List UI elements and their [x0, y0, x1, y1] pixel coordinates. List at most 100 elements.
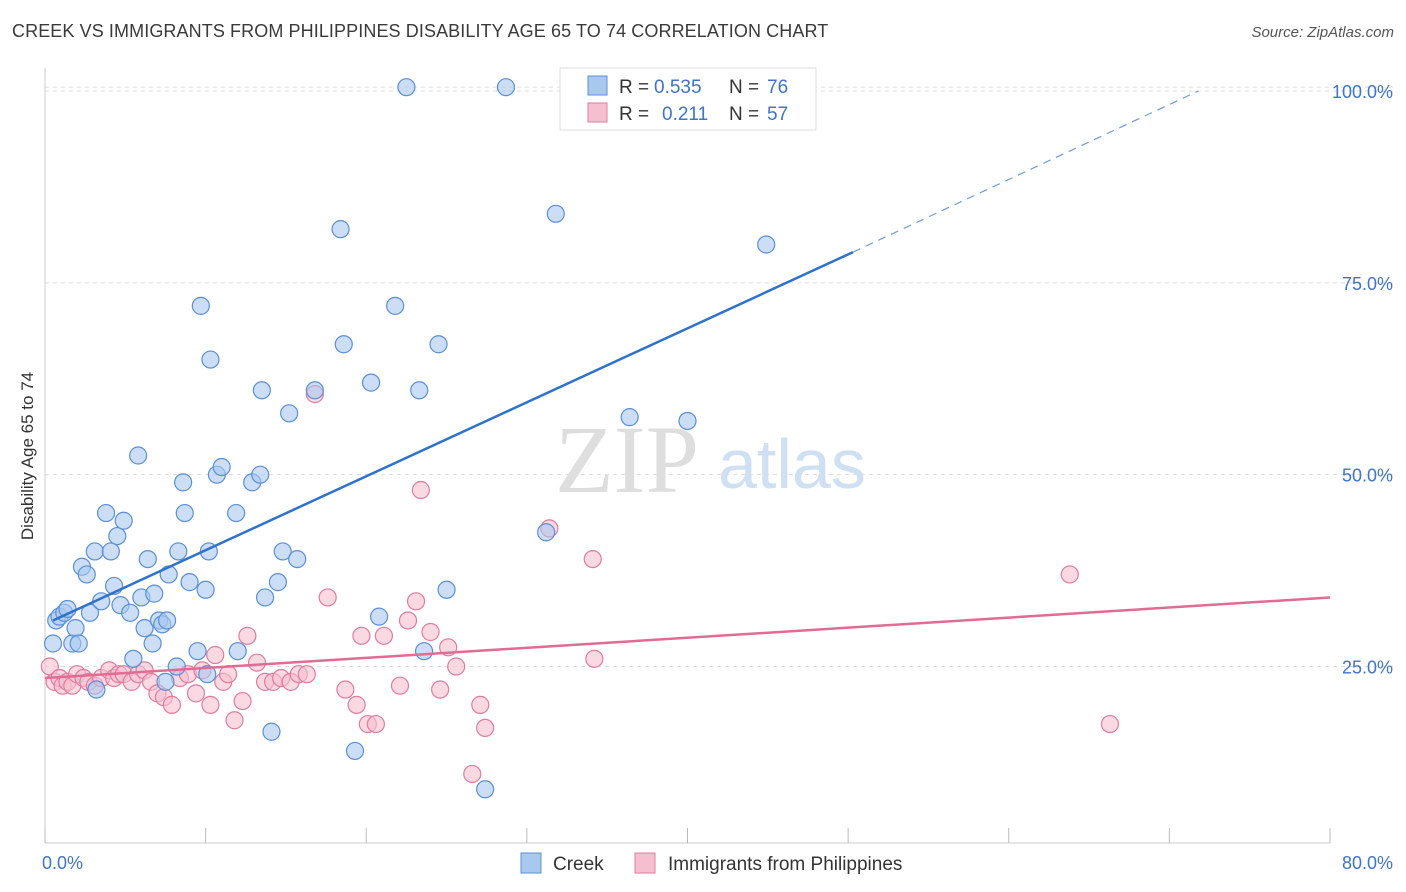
creek-point-71	[156, 672, 175, 691]
creek-point-39	[201, 350, 220, 369]
philippines-point-57	[476, 718, 495, 738]
philippines-point-61	[585, 649, 604, 668]
stats-legend: R = 0.535 N = 76 R = 0.211 N = 57	[559, 67, 817, 131]
series-legend: Creek Immigrants from Philippines	[520, 852, 902, 875]
creek-point-54	[334, 335, 353, 354]
philippines-point-56	[471, 695, 490, 714]
philippines-point-50	[406, 592, 426, 611]
creek-point-46	[255, 588, 275, 607]
grid-lines	[45, 86, 1393, 668]
philippines-point-30	[225, 711, 244, 730]
legend-r-label-1: R =	[619, 77, 649, 98]
philippines-trend-line	[44, 596, 1331, 680]
creek-point-23	[138, 549, 157, 569]
creek-point-50	[280, 404, 299, 423]
philippines-point-24	[186, 684, 206, 703]
philippines-point-42	[336, 680, 355, 699]
creek-point-73	[262, 722, 281, 741]
legend-r-label-2: R =	[619, 104, 649, 125]
creek-point-75	[476, 780, 495, 799]
philippines-point-48	[390, 676, 410, 695]
philippines-point-27	[206, 645, 225, 665]
creek-point-13	[96, 503, 116, 523]
creek-point-44	[251, 465, 270, 484]
philippines-point-32	[238, 626, 257, 645]
creek-point-14	[101, 542, 120, 561]
y-tick-labels: 25.0% 50.0% 75.0% 100.0%	[1332, 82, 1393, 677]
legend-n-label-1: N =	[729, 77, 759, 98]
creek-point-34	[180, 573, 199, 592]
philippines-point-46	[366, 714, 385, 734]
creek-point-60	[429, 335, 448, 354]
creek-point-47	[252, 381, 271, 400]
creek-point-74	[345, 741, 365, 761]
philippines-point-63	[1100, 714, 1120, 734]
legend-r-value-1: 0.535	[654, 77, 702, 98]
legend-r-value-2: 0.211	[662, 104, 708, 125]
legend-n-value-1: 76	[767, 77, 788, 98]
chart-title: CREEK VS IMMIGRANTS FROM PHILIPPINES DIS…	[12, 21, 829, 41]
creek-point-55	[361, 373, 381, 392]
legend-n-label-2: N =	[729, 104, 759, 125]
creek-point-45	[228, 642, 247, 661]
x-ticks	[44, 828, 1331, 843]
creek-point-58	[410, 381, 429, 400]
philippines-point-43	[347, 695, 366, 714]
creek-point-9	[77, 565, 96, 584]
creek-point-59	[414, 642, 434, 661]
philippines-point-60	[583, 549, 602, 569]
creek-point-37	[196, 580, 215, 599]
philippines-point-47	[374, 626, 394, 645]
creek-point-11	[85, 542, 104, 561]
x-tick-label-max: 80.0%	[1342, 853, 1393, 873]
creek-point-49	[273, 542, 292, 561]
creek-point-35	[188, 642, 207, 661]
creek-point-19	[121, 603, 140, 622]
creek-point-31	[169, 542, 188, 561]
bottom-legend-swatch-creek	[520, 852, 542, 874]
creek-point-41	[212, 457, 231, 477]
philippines-point-29	[219, 665, 238, 684]
creek-trend-extension	[852, 90, 1199, 253]
creek-point-68	[757, 235, 776, 254]
philippines-point-49	[398, 611, 418, 630]
y-axis-label: Disability Age 65 to 74	[18, 372, 37, 540]
creek-point-30	[167, 657, 186, 676]
creek-point-18	[114, 511, 133, 530]
creek-point-57	[386, 296, 405, 315]
creek-point-69	[129, 446, 148, 465]
creek-point-64	[537, 523, 556, 542]
creek-point-67	[678, 411, 697, 431]
creek-point-65	[546, 204, 565, 223]
philippines-point-62	[1060, 565, 1079, 584]
creek-point-53	[331, 220, 350, 239]
creek-point-61	[437, 580, 456, 599]
philippines-point-51	[411, 480, 430, 500]
creek-point-22	[135, 619, 154, 638]
philippines-point-31	[233, 691, 252, 711]
creek-point-6	[66, 619, 85, 638]
watermark: ZIP atlas	[555, 406, 866, 513]
creek-point-7	[69, 634, 88, 653]
watermark-atlas: atlas	[718, 425, 866, 503]
creek-point-51	[288, 549, 307, 569]
creek-point-42	[227, 503, 246, 523]
creek-point-52	[305, 381, 324, 400]
bottom-legend-label-creek: Creek	[553, 854, 604, 875]
chart-source: Source: ZipAtlas.com	[1251, 24, 1394, 41]
creek-point-48	[268, 573, 288, 592]
philippines-point-52	[421, 622, 440, 642]
philippines-point-55	[447, 657, 466, 676]
creek-point-70	[87, 680, 106, 699]
philippines-point-21	[162, 695, 181, 714]
creek-point-28	[157, 611, 177, 630]
creek-point-0	[43, 634, 63, 653]
bottom-legend-label-philippines: Immigrants from Philippines	[668, 854, 902, 875]
y-tick-label-75: 75.0%	[1342, 274, 1393, 294]
creek-point-72	[198, 665, 217, 684]
legend-swatch-creek	[587, 75, 608, 96]
creek-point-25	[145, 584, 164, 603]
creek-point-16	[108, 526, 127, 546]
creek-point-33	[175, 503, 194, 523]
